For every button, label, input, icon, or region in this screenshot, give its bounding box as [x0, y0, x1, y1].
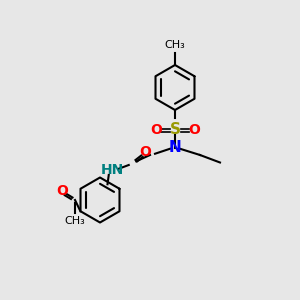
Text: O: O	[150, 123, 162, 137]
Text: N: N	[169, 140, 182, 155]
Text: O: O	[57, 184, 68, 198]
Text: HN: HN	[101, 163, 124, 177]
Text: O: O	[139, 146, 151, 160]
Text: O: O	[188, 123, 200, 137]
Text: S: S	[169, 122, 181, 137]
Text: CH₃: CH₃	[165, 40, 185, 50]
Text: CH₃: CH₃	[64, 216, 86, 226]
